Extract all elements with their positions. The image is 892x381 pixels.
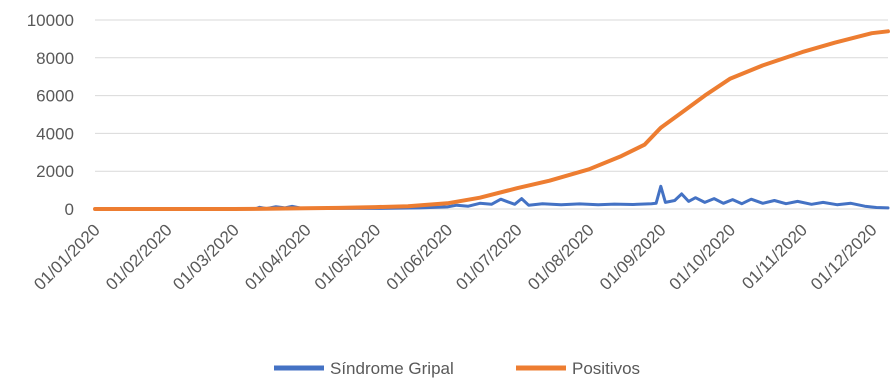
series-line-sindrome-gripal: [93, 184, 890, 211]
x-tick-label: 01/11/2020: [738, 220, 811, 293]
legend-label: Síndrome Gripal: [330, 359, 454, 378]
y-axis-ticks: 0 2000 4000 6000 8000 10000: [27, 11, 74, 219]
x-tick-label: 01/10/2020: [666, 220, 740, 294]
y-tick-label: 4000: [36, 124, 74, 143]
x-tick-label: 01/01/2020: [30, 220, 104, 294]
series-lines: [93, 29, 890, 211]
x-tick-label: 01/09/2020: [596, 220, 670, 294]
y-tick-label: 10000: [27, 11, 74, 30]
x-tick-label: 01/06/2020: [383, 220, 457, 294]
legend: Síndrome Gripal Positivos: [274, 359, 640, 378]
series-line-positivos: [93, 29, 890, 211]
x-tick-label: 01/04/2020: [241, 220, 315, 294]
x-tick-label: 01/08/2020: [524, 220, 598, 294]
x-tick-label: 01/03/2020: [169, 220, 243, 294]
gridlines: [95, 19, 888, 210]
y-tick-label: 0: [65, 200, 74, 219]
x-tick-label: 01/12/2020: [807, 220, 881, 294]
legend-label: Positivos: [572, 359, 640, 378]
x-tick-label: 01/07/2020: [452, 220, 526, 294]
y-tick-label: 6000: [36, 87, 74, 106]
x-tick-label: 01/02/2020: [102, 220, 176, 294]
y-tick-label: 2000: [36, 162, 74, 181]
y-tick-label: 8000: [36, 49, 74, 68]
x-tick-label: 01/05/2020: [311, 220, 385, 294]
x-axis-ticks: 01/01/202001/02/202001/03/202001/04/2020…: [30, 220, 880, 294]
